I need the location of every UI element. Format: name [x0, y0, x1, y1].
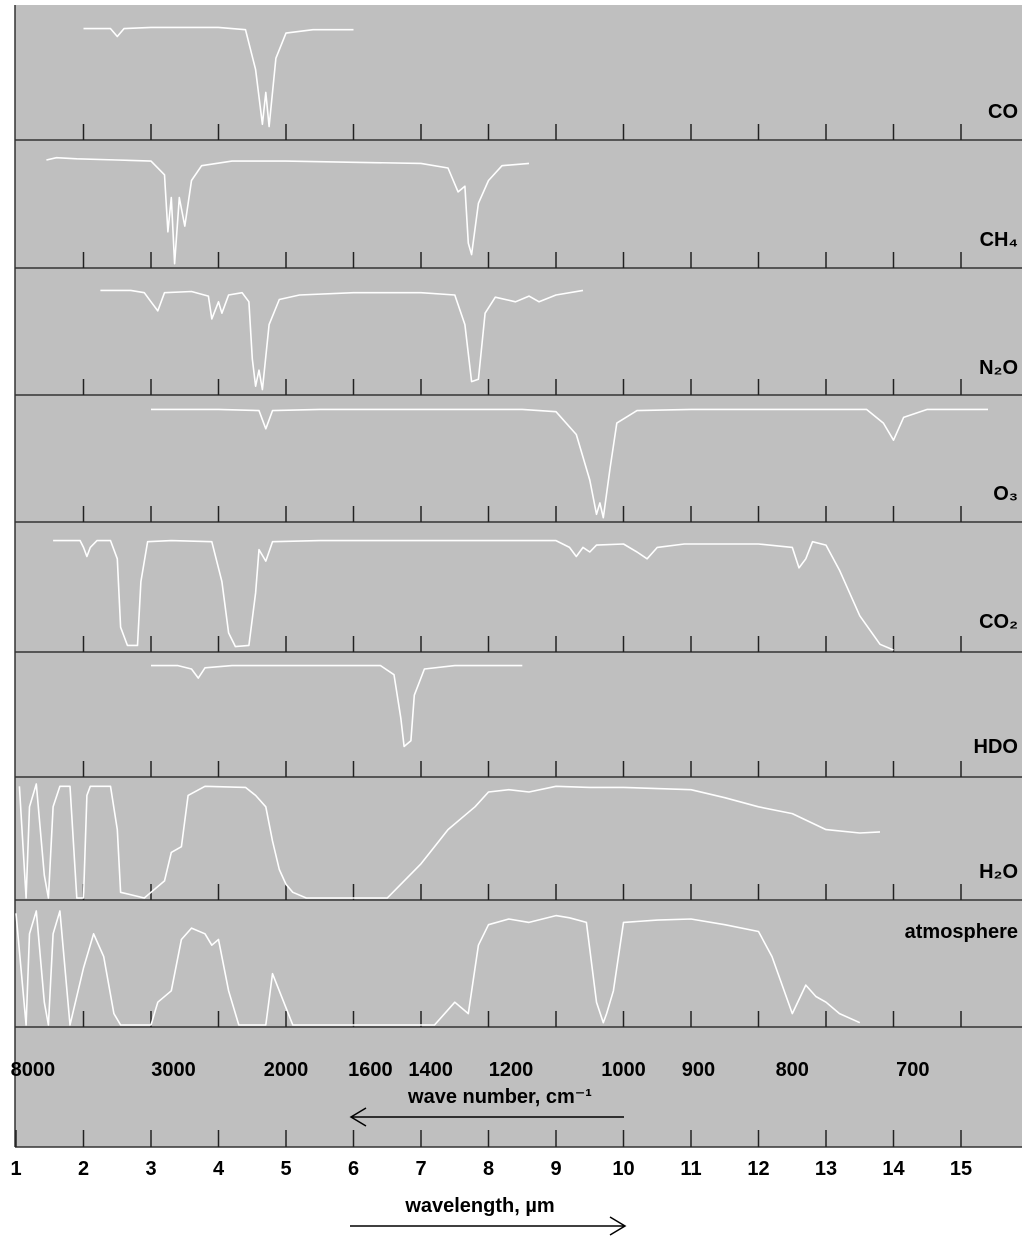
panel-label-atmosphere: atmosphere — [905, 921, 1018, 943]
panel-label-o: O₃ — [993, 483, 1018, 505]
spectrum-atmosphere — [15, 910, 861, 1026]
panels — [14, 5, 1022, 1147]
wavenumber-tick-label: 700 — [896, 1059, 929, 1081]
panel-label-h-o: H₂O — [979, 861, 1018, 883]
spectrum-co — [83, 26, 354, 128]
wavenumber-tick-label: 2000 — [264, 1059, 309, 1081]
wavelength-tick-label: 3 — [145, 1158, 156, 1180]
wavenumber-tick-label: 800 — [776, 1059, 809, 1081]
panel-label-n-o: N₂O — [979, 357, 1018, 379]
wavenumber-tick-label: 3000 — [151, 1059, 196, 1081]
wavenumber-tick-label: 900 — [682, 1059, 715, 1081]
wavenumber-arrowhead — [349, 1107, 367, 1127]
wavelength-tick-label: 14 — [882, 1158, 905, 1180]
spectrum-n-o — [100, 289, 584, 391]
wavelength-tick-label: 7 — [415, 1158, 426, 1180]
wavelength-tick-label: 2 — [78, 1158, 89, 1180]
wavelength-tick-label: 4 — [213, 1158, 225, 1180]
spectrum-o — [151, 408, 988, 519]
wavelength-tick-label: 5 — [280, 1158, 291, 1180]
wavenumber-tick-label: 1200 — [489, 1059, 534, 1081]
panel-label-ch: CH₄ — [980, 229, 1018, 251]
wavelength-axis-label: wavelength, µm — [404, 1195, 554, 1217]
chart-background — [15, 5, 1022, 1147]
spectrum-curves — [15, 26, 988, 1026]
wavelength-tick-label: 8 — [483, 1158, 494, 1180]
wavelength-tick-label: 11 — [680, 1158, 701, 1180]
wavenumber-tick-label: 1400 — [408, 1059, 453, 1081]
wavenumber-tick-label: 1000 — [601, 1059, 646, 1081]
wavelength-tick-label: 9 — [550, 1158, 561, 1180]
panel-label-co: CO₂ — [979, 611, 1018, 633]
wavenumber-tick-label: 1600 — [348, 1059, 393, 1081]
wavenumber-tick-label: 8000 — [11, 1059, 56, 1081]
wavelength-tick-label: 15 — [950, 1158, 972, 1180]
wavelength-tick-label: 12 — [747, 1158, 769, 1180]
wavenumber-axis-label: wave number, cm⁻¹ — [407, 1086, 592, 1108]
panel-label-hdo: HDO — [974, 736, 1018, 758]
spectrum-ch — [46, 156, 530, 265]
wavelength-arrowhead — [609, 1216, 627, 1236]
spectrum-hdo — [151, 664, 523, 748]
wavelength-tick-label: 13 — [815, 1158, 837, 1180]
wavelength-tick-label: 6 — [348, 1158, 359, 1180]
panel-label-co: CO — [988, 101, 1018, 123]
spectrum-co — [53, 539, 894, 651]
spectrum-h-o — [18, 783, 881, 899]
wavelength-tick-label: 10 — [612, 1158, 634, 1180]
wavelength-tick-label: 1 — [10, 1158, 21, 1180]
panel-labels: CO CH₄ N₂O O₃ CO₂ HDO H₂O atmosphere — [905, 101, 1018, 943]
wave-number-axis: 8000 3000 2000 1600 1400 1200 1000 900 800 700 wav… — [11, 1059, 1022, 1148]
